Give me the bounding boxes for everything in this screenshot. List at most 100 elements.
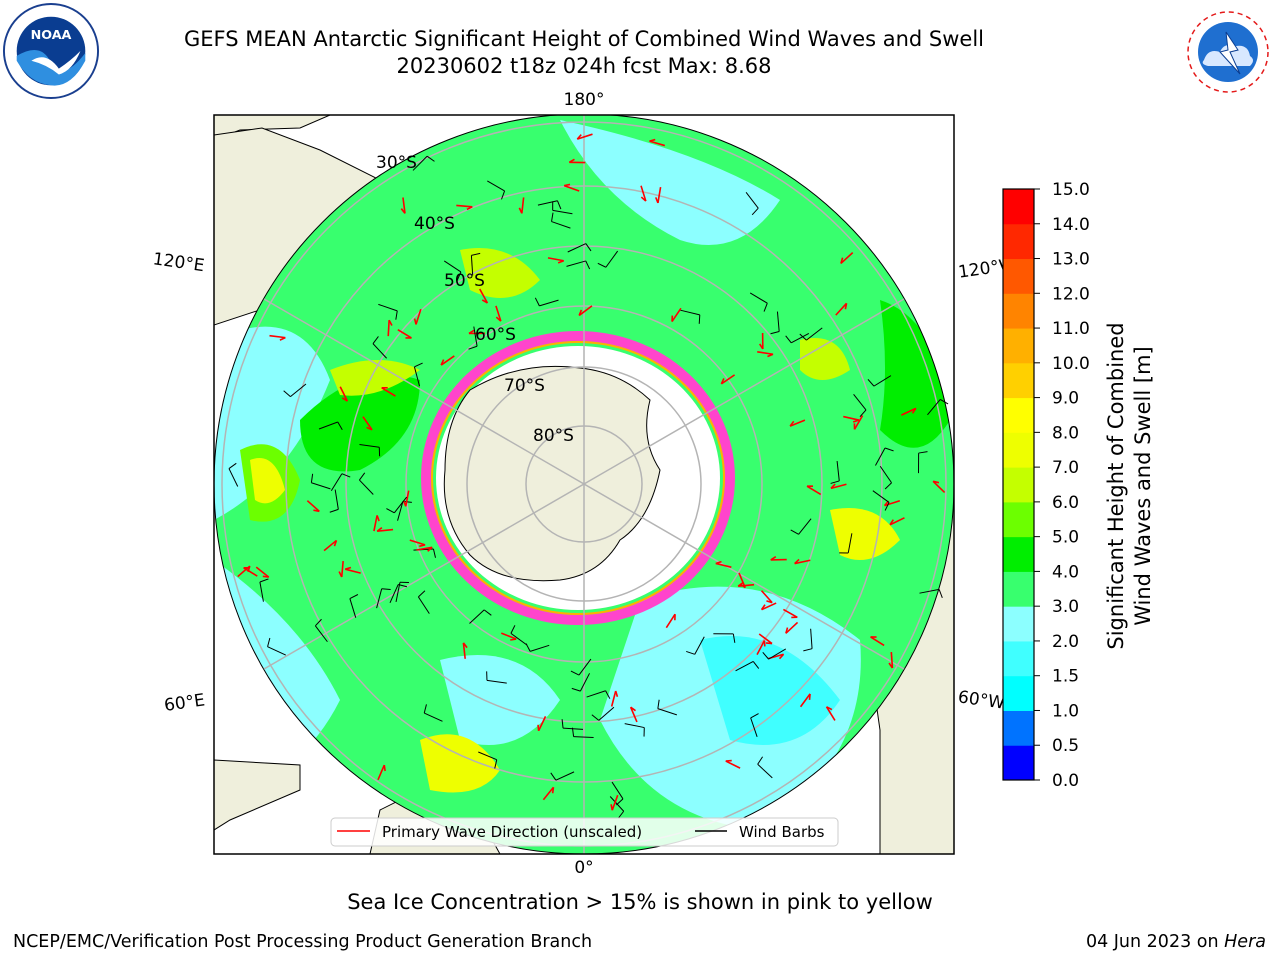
- wind-barb: [836, 461, 840, 482]
- footer-date: 04 Jun 2023 on Hera: [1086, 932, 1266, 952]
- wave-direction-arrow: [649, 140, 666, 147]
- wind-barb: [473, 326, 478, 347]
- colorbar-tick-label: 11.0: [1052, 319, 1090, 339]
- wind-barb: [853, 393, 867, 411]
- colorbar-swatch: [1003, 432, 1034, 468]
- wave-arrow-head: [758, 343, 764, 350]
- wind-barb: [927, 399, 941, 416]
- wind-barb-flag: [752, 661, 760, 669]
- wind-barb: [469, 609, 485, 624]
- wind-barb-flag: [398, 584, 408, 588]
- wave-direction-arrow: [657, 187, 662, 204]
- wave-arrow-head: [654, 197, 659, 204]
- wind-barb: [694, 636, 705, 655]
- wind-barb: [470, 255, 474, 276]
- wave-arrow-head: [765, 642, 773, 645]
- wave-arrow-head: [614, 690, 619, 697]
- colorbar-swatch: [1003, 606, 1034, 642]
- wave-arrow-head: [419, 544, 426, 548]
- colorbar-swatch: [1003, 189, 1034, 225]
- wind-barb: [798, 518, 812, 535]
- wind-barb-flag: [483, 609, 492, 616]
- wind-barb: [872, 490, 890, 503]
- wind-barb-flag: [386, 508, 395, 514]
- wave-direction-arrow: [901, 407, 917, 416]
- wind-barb: [530, 644, 550, 652]
- wind-barb-flag: [432, 548, 436, 558]
- wind-barb-flag: [494, 759, 498, 769]
- wave-direction-arrow: [761, 602, 777, 611]
- wind-barb-flag: [597, 262, 607, 268]
- lon-label-60w: 60°W: [957, 687, 1006, 713]
- wind-barb: [330, 473, 343, 491]
- wave-direction-arrow: [757, 351, 774, 356]
- colorbar-tick-label: 8.0: [1052, 423, 1079, 443]
- legend-wave-direction: Primary Wave Direction (unscaled): [382, 823, 642, 841]
- wave-arrow-head: [376, 526, 383, 532]
- wave-arrow-head: [852, 419, 860, 423]
- wind-barb: [578, 658, 592, 676]
- wave-direction-arrow: [479, 288, 489, 304]
- wave-arrow-head: [725, 759, 732, 762]
- wind-barb-flag: [585, 243, 592, 252]
- colorbar-tick-label: 4.0: [1052, 562, 1079, 582]
- wind-barb: [424, 712, 443, 722]
- wave-direction-arrow: [611, 794, 619, 811]
- colorbar-tick-label: 5.0: [1052, 528, 1079, 548]
- colorbar-tick-label: 12.0: [1052, 284, 1090, 304]
- wave-arrow-head: [557, 260, 565, 264]
- wind-barb: [768, 648, 787, 660]
- wave-direction-arrow: [495, 305, 502, 322]
- wind-barb: [290, 383, 307, 398]
- wind-barb-flag: [471, 252, 481, 256]
- wave-direction-arrow: [760, 590, 773, 604]
- legend-wind-barbs: Wind Barbs: [739, 823, 825, 841]
- footer-credit: NCEP/EMC/Verification Post Processing Pr…: [13, 932, 593, 952]
- wave-arrow-head: [537, 724, 540, 731]
- wave-direction-arrow: [825, 706, 836, 721]
- wind-barb-flag: [803, 648, 813, 652]
- wave-direction-arrow: [306, 500, 320, 512]
- wave-arrow-head: [481, 299, 488, 304]
- wind-barb-flag: [790, 529, 799, 535]
- wave-direction-arrow: [629, 706, 638, 723]
- wind-barb-flag: [500, 190, 506, 200]
- wind-barb: [376, 588, 383, 609]
- wave-arrow-head: [388, 319, 393, 326]
- wave-direction-arrow: [377, 528, 394, 533]
- colorbar-swatch: [1003, 675, 1034, 711]
- wave-arrow-head: [262, 575, 269, 578]
- wind-barb-flag: [732, 633, 736, 643]
- wave-direction-arrow: [789, 419, 806, 427]
- sea-ice-caption: Sea Ice Concentration > 15% is shown in …: [347, 890, 933, 914]
- wave-arrow-head: [766, 600, 773, 604]
- wave-direction-arrow: [720, 374, 736, 385]
- wind-barb: [389, 584, 399, 604]
- wave-direction-arrow: [323, 539, 337, 552]
- wave-arrow-head: [888, 662, 894, 669]
- wave-direction-arrow: [665, 613, 676, 629]
- wave-direction-arrow: [416, 546, 433, 551]
- lat-label-60s: 60°S: [475, 325, 516, 345]
- colorbar-tick-label: 0.5: [1052, 736, 1079, 756]
- wind-barb: [359, 444, 380, 448]
- wave-direction-arrow: [255, 566, 270, 578]
- wind-barb-flag: [381, 588, 391, 591]
- colorbar-swatch: [1003, 710, 1034, 746]
- wind-barb-flag: [314, 618, 322, 627]
- wave-arrow-head: [462, 642, 468, 649]
- wave-direction-arrow: [404, 490, 410, 507]
- colorbar-tick-label: 6.0: [1052, 493, 1079, 513]
- wind-barb: [267, 646, 286, 656]
- wave-arrow-head: [840, 257, 844, 264]
- wave-arrow-head: [737, 581, 744, 587]
- wave-direction-arrow: [738, 583, 755, 587]
- wave-direction-arrow: [269, 334, 286, 339]
- wind-barb: [776, 311, 780, 332]
- wind-barb: [624, 723, 645, 729]
- wave-arrow-head: [466, 206, 473, 211]
- footer-machine: Hera: [1224, 932, 1266, 952]
- colorbar-swatch: [1003, 293, 1034, 329]
- wind-barb: [567, 243, 587, 253]
